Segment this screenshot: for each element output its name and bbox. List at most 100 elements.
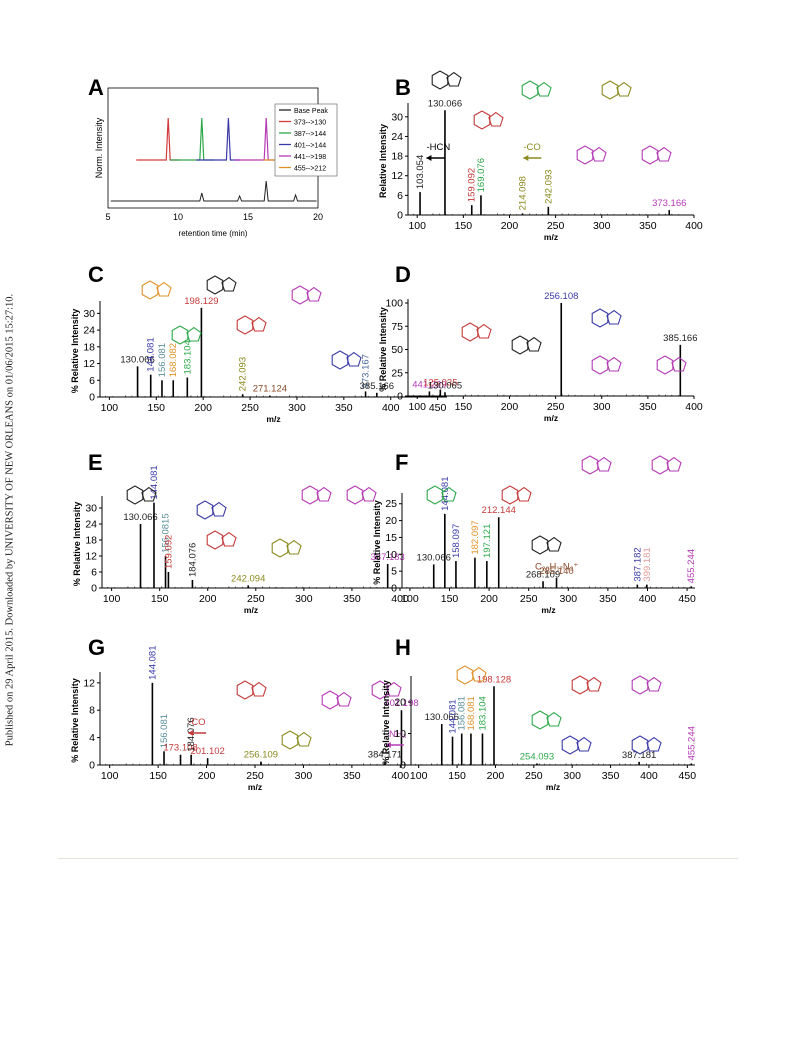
x-tick-label: 250 [547,401,565,413]
mrm-trace [196,117,241,161]
x-tick-label: 350 [599,593,617,605]
x-tick-label: 100 [408,401,426,413]
structure-sketch [206,530,224,550]
y-tick-label: 12 [83,677,95,689]
peak-label: 254.093 [520,751,554,762]
peak-label: 156.081 [157,343,168,377]
mrm-trace [136,117,181,161]
y-tick-label: 10 [394,728,406,740]
structure-sketch [536,81,552,97]
structure-sketch [186,326,202,342]
y-tick-label: 18 [83,341,95,353]
y-tick-label: 75 [391,321,403,333]
y-tick-label: 30 [85,503,97,515]
peak-label: 198.128 [477,674,511,685]
x-axis-label: m/z [546,782,560,792]
y-tick-label: 12 [83,358,95,370]
x-tick-label: 100 [401,593,419,605]
x-tick-label: 300 [288,402,306,414]
structure-sketch [386,681,402,697]
y-tick-label: 6 [397,190,403,202]
x-tick-label: 450 [678,593,696,605]
peak-label: 441.229 [412,379,446,390]
legend-label: 401-->144 [294,143,326,150]
peak-label: 156.0815 [161,513,172,553]
x-tick-label: 100 [408,220,426,232]
y-axis-label: % Relative Intensity [70,678,80,763]
peak-label: 256.109 [244,750,278,761]
peak-label: 168.081 [466,696,477,730]
structure-sketch [236,315,254,335]
peak-label: 399.181 [642,547,653,581]
panel-a: A 5 10 15 20 retention time (min) Norm. Intens… [88,75,338,238]
structure-sketch [336,691,352,707]
x-tick-label: 250 [247,593,265,605]
structure-sketch [546,536,562,552]
structure-sketch [431,70,449,90]
y-tick-label: 18 [85,535,97,547]
structure-sketch [156,281,172,297]
structure-sketch [601,80,619,100]
x-tick-label: 150 [441,593,459,605]
y-tick-label: 15 [385,532,397,544]
legend-label: 455-->212 [294,166,326,173]
structure-sketch [631,675,649,695]
structure-sketch [616,81,632,97]
annotation-label: -NH₃ [386,729,407,740]
legend-label: 387-->144 [294,131,326,138]
x-tick-label: 400 [685,401,703,413]
peak-label: 455.244 [686,549,697,583]
ion-formula: C₂₀H₁₇N₂⁺ [535,561,578,572]
structure-sketch [346,485,364,505]
y-axis-label: % Relative Intensity [72,502,82,587]
mrm-trace [234,117,279,161]
legend-label: Base Peak [294,108,328,115]
peak-label: 144.081 [440,477,451,511]
footer-rule [58,858,738,859]
annotation-arrowhead [523,155,529,161]
peak-label: 130.065 [428,380,462,391]
structure-sketch [126,485,144,505]
structure-sketch [271,538,289,558]
x-tick-label: 350 [343,593,361,605]
x-tick-label: 350 [639,220,657,232]
structure-sketch [586,676,602,692]
peak-label: 156.081 [457,696,468,730]
x-tick-label: 350 [343,770,361,782]
structure-sketch [251,316,267,332]
structure-sketch [488,111,504,127]
x-tick-label: 200 [501,401,519,413]
x-axis-label: m/z [266,414,280,424]
x-tick-label: 150 [149,770,167,782]
y-tick-label: 4 [89,732,95,744]
panel-letter: D [395,262,411,287]
peak-label: 159.092 [467,168,478,202]
structure-sketch [511,335,529,355]
y-tick-label: 0 [89,760,95,772]
y-tick-label: 10 [385,549,397,561]
x-tick-label: 100 [101,402,119,414]
peak-label: 212.144 [482,505,516,516]
x-tick-label: 20 [313,212,323,222]
structure-sketch [206,275,224,295]
structure-sketch [196,500,214,520]
peak-label: 130.066 [425,712,459,723]
x-tick-label: 300 [563,770,581,782]
y-tick-label: 25 [391,367,403,379]
y-tick-label: 5 [391,566,397,578]
x-axis-label: m/z [544,413,558,423]
peak-label: 385.166 [663,333,697,344]
y-tick-label: 30 [83,308,95,320]
panel-letter: B [395,75,411,100]
y-tick-label: 24 [83,325,95,337]
x-tick-label: 400 [685,220,703,232]
x-tick-label: 300 [593,220,611,232]
structure-sketch [471,666,487,682]
structure-sketch [546,711,562,727]
peak-label: 387.181 [622,750,656,761]
x-axis-label: m/z [544,232,558,242]
x-tick-label: 10 [173,212,183,222]
structure-sketch [591,308,609,328]
x-tick-label: 250 [241,402,259,414]
